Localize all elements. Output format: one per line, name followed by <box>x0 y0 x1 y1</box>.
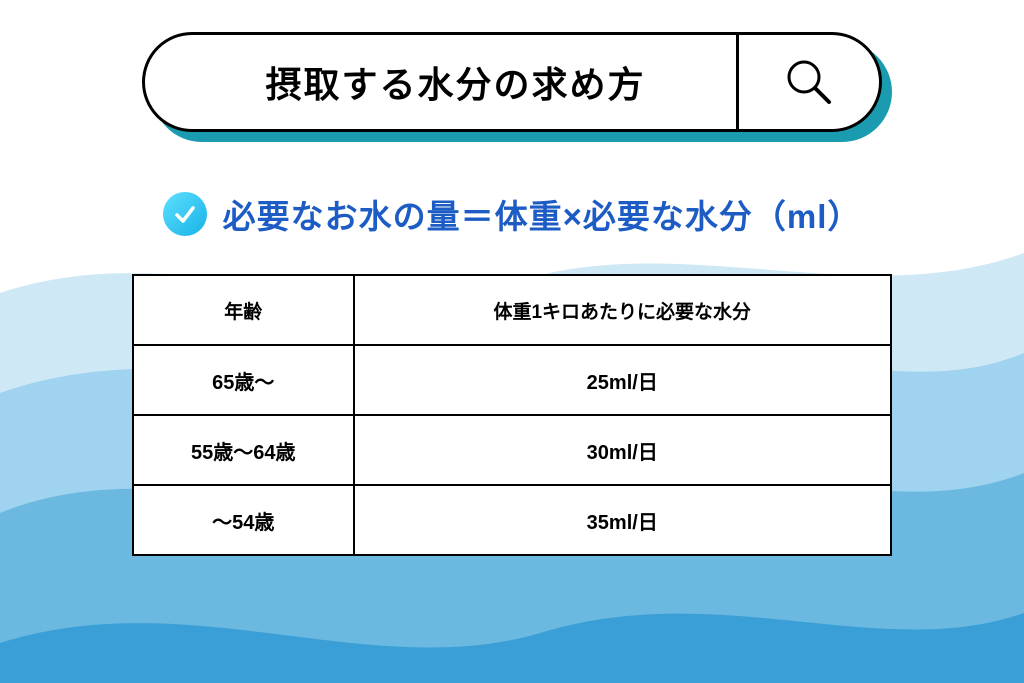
cell-age: ～54歳 <box>133 485 354 555</box>
searchbar-body: 摂取する水分の求め方 <box>142 32 882 132</box>
title-searchbar: 摂取する水分の求め方 <box>142 32 882 132</box>
water-table: 年齢 体重1キロあたりに必要な水分 65歳～ 25ml/日 55歳～64歳 30… <box>132 274 892 556</box>
cell-age: 55歳～64歳 <box>133 415 354 485</box>
table-row: 65歳～ 25ml/日 <box>133 345 891 415</box>
check-icon <box>163 192 207 236</box>
magnifier-icon <box>739 55 879 109</box>
cell-water: 25ml/日 <box>354 345 891 415</box>
formula-text: 必要なお水の量＝体重×必要な水分（ml） <box>223 190 862 238</box>
col-water: 体重1キロあたりに必要な水分 <box>354 275 891 345</box>
table-row: ～54歳 35ml/日 <box>133 485 891 555</box>
formula-row: 必要なお水の量＝体重×必要な水分（ml） <box>0 190 1024 238</box>
cell-water: 30ml/日 <box>354 415 891 485</box>
col-age: 年齢 <box>133 275 354 345</box>
cell-water: 35ml/日 <box>354 485 891 555</box>
page-title: 摂取する水分の求め方 <box>145 56 736 108</box>
cell-age: 65歳～ <box>133 345 354 415</box>
table-row: 55歳～64歳 30ml/日 <box>133 415 891 485</box>
table-header-row: 年齢 体重1キロあたりに必要な水分 <box>133 275 891 345</box>
